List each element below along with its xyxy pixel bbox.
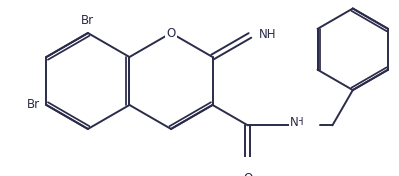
Text: N: N — [290, 116, 298, 129]
Text: Br: Br — [81, 14, 95, 27]
Text: H: H — [296, 117, 303, 127]
Text: Br: Br — [27, 99, 40, 111]
Text: NH: NH — [259, 28, 277, 41]
Text: O: O — [166, 27, 176, 40]
Text: O: O — [243, 172, 253, 176]
